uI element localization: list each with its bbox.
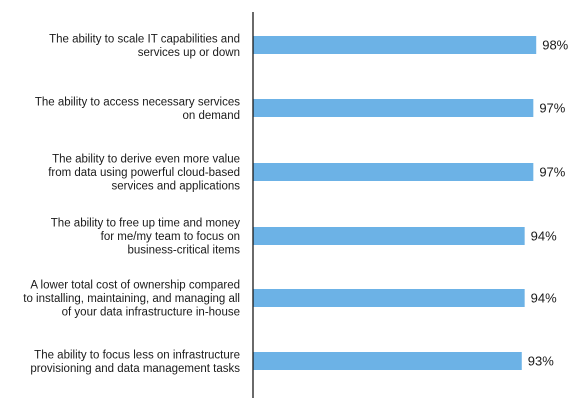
category-label-line: services up or down [138,47,240,59]
category-label-1: The ability to scale IT capabilities and… [49,33,240,59]
category-label-line: provisioning and data management tasks [30,363,240,375]
bars-group [253,36,537,370]
category-label-line: of your data infrastructure in-house [62,307,240,319]
category-label-6: The ability to focus less on infrastruct… [30,349,240,375]
value-label-1: 98% [542,38,568,53]
category-label-3: The ability to derive even more value fro… [48,154,240,193]
category-label-5: A lower total cost of ownership compared… [23,280,240,319]
category-label-4: The ability to free up time and money for… [51,218,240,257]
bar-1 [253,36,537,54]
category-label-line: for me/my team to focus on [101,231,240,243]
category-labels-group: The ability to scale IT capabilities and… [23,33,240,375]
bar-2 [253,99,534,117]
bar-4 [253,227,525,245]
category-label-line: The ability to derive even more value [52,154,240,166]
value-label-6: 93% [528,354,554,369]
value-label-2: 97% [539,101,565,116]
category-label-line: services and applications [112,181,241,193]
category-label-line: The ability to free up time and money [51,218,240,230]
bar-5 [253,289,525,307]
category-label-line: on demand [182,110,240,122]
category-label-line: business-critical items [128,245,241,257]
value-label-4: 94% [531,229,557,244]
category-label-line: to installing, maintaining, and managing… [23,293,240,305]
category-label-line: The ability to scale IT capabilities and [49,33,240,45]
value-label-3: 97% [539,165,565,180]
category-label-2: The ability to access necessary services… [35,96,240,122]
category-label-line: from data using powerful cloud-based [48,167,240,179]
category-label-line: The ability to focus less on infrastruct… [34,349,240,361]
bar-6 [253,352,522,370]
bar-3 [253,163,534,181]
value-label-5: 94% [531,291,557,306]
value-labels-group: 98% 97% 97% 94% 94% 93% [528,38,569,369]
category-label-line: A lower total cost of ownership compared [30,280,240,292]
category-label-line: The ability to access necessary services [35,96,240,108]
